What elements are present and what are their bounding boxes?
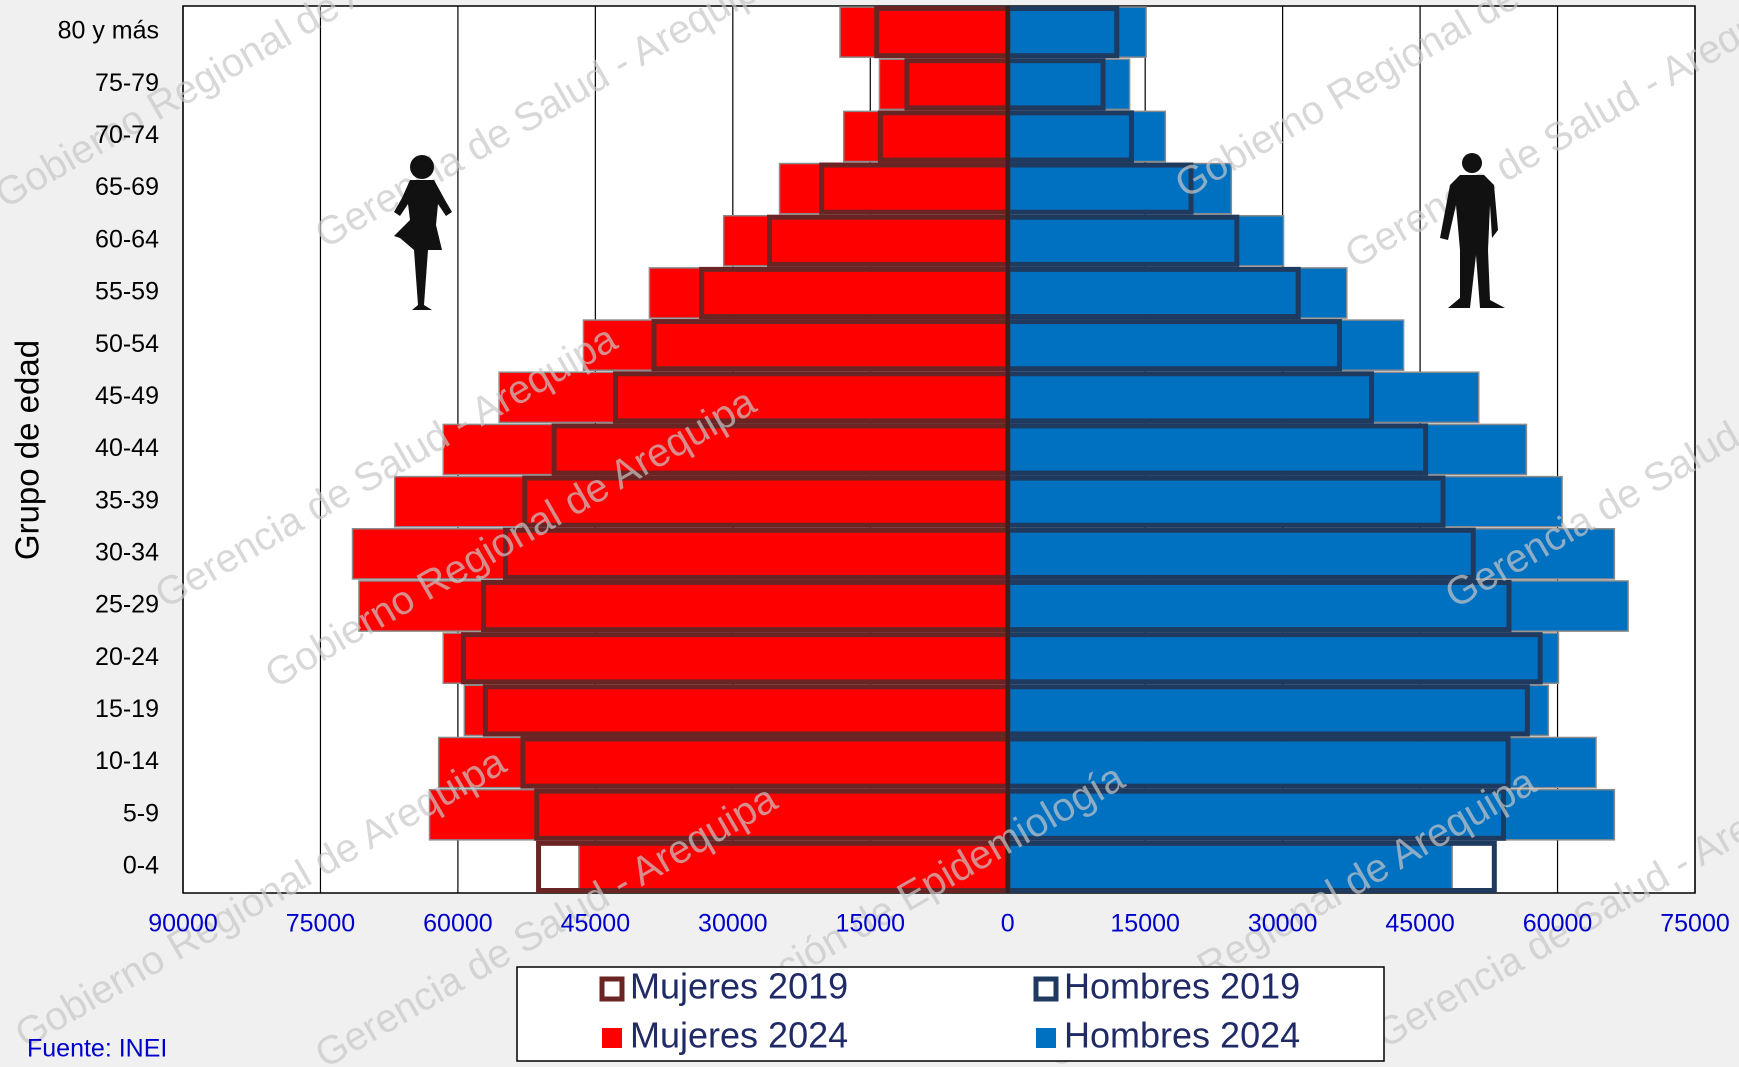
legend-swatch <box>1036 1028 1056 1048</box>
legend-label: Mujeres 2024 <box>630 1015 848 1056</box>
y-tick-label: 55-59 <box>95 278 159 306</box>
man-icon <box>1440 153 1505 308</box>
legend-swatch <box>1033 976 1059 1002</box>
y-tick-label: 30-34 <box>95 538 159 566</box>
x-tick-label: 60000 <box>1523 910 1593 938</box>
bar <box>1006 684 1550 737</box>
y-tick-label: 50-54 <box>95 330 159 358</box>
x-tick-label: 30000 <box>1248 910 1318 938</box>
bar <box>778 162 1009 215</box>
x-tick-label: 90000 <box>148 910 218 938</box>
y-tick-label: 80 y más <box>58 17 159 45</box>
y-axis-label: Grupo de edad <box>9 340 46 560</box>
bar <box>463 684 1009 737</box>
bar <box>1006 110 1167 163</box>
x-tick-label: 30000 <box>698 910 768 938</box>
bar <box>1006 371 1480 424</box>
bar <box>437 736 1009 789</box>
y-tick-label: 45-49 <box>95 382 159 410</box>
legend-label: Hombres 2019 <box>1064 966 1300 1007</box>
x-tick-label: 45000 <box>1385 910 1455 938</box>
y-tick-label: 10-14 <box>95 747 159 775</box>
legend-label: Hombres 2024 <box>1064 1015 1300 1056</box>
y-tick-label: 35-39 <box>95 486 159 514</box>
bar <box>1006 475 1563 528</box>
y-tick-label: 70-74 <box>95 121 159 149</box>
y-tick-label: 5-9 <box>123 799 159 827</box>
y-tick-label: 20-24 <box>95 643 159 671</box>
y-tick-label: 0-4 <box>123 852 159 880</box>
bar <box>1006 319 1405 371</box>
bar <box>842 110 1009 163</box>
x-tick-label: 15000 <box>1110 910 1180 938</box>
y-tick-label: 40-44 <box>95 434 159 462</box>
legend <box>516 966 1385 1062</box>
y-tick-label: 15-19 <box>95 695 159 723</box>
bar <box>1006 580 1629 632</box>
y-tick-label: 60-64 <box>95 225 159 253</box>
woman-icon <box>394 155 452 310</box>
bar <box>1006 632 1560 685</box>
x-tick-label: 75000 <box>1660 910 1730 938</box>
x-tick-label: 45000 <box>561 910 631 938</box>
bar <box>1006 267 1348 319</box>
bar <box>878 58 1009 111</box>
bar <box>393 475 1009 528</box>
y-tick-label: 65-69 <box>95 173 159 201</box>
bar <box>722 214 1009 267</box>
bar <box>1006 58 1131 111</box>
bar <box>1006 162 1233 215</box>
x-tick-label: 60000 <box>423 910 493 938</box>
bar <box>442 632 1009 685</box>
bar <box>1006 528 1616 580</box>
legend-swatch <box>599 976 625 1002</box>
bar <box>1006 6 1147 58</box>
x-tick-label: 75000 <box>286 910 356 938</box>
bar <box>582 319 1009 371</box>
y-tick-label: 75-79 <box>95 69 159 97</box>
x-tick-label: 0 <box>1001 910 1015 938</box>
y-tick-label: 25-29 <box>95 591 159 619</box>
bar <box>839 6 1009 58</box>
legend-label: Mujeres 2019 <box>630 966 848 1007</box>
x-tick-label: 15000 <box>836 910 906 938</box>
source: Fuente: INEI <box>27 1035 167 1063</box>
bar <box>1006 423 1528 476</box>
bar <box>1006 214 1285 267</box>
legend-swatch <box>602 1028 622 1048</box>
